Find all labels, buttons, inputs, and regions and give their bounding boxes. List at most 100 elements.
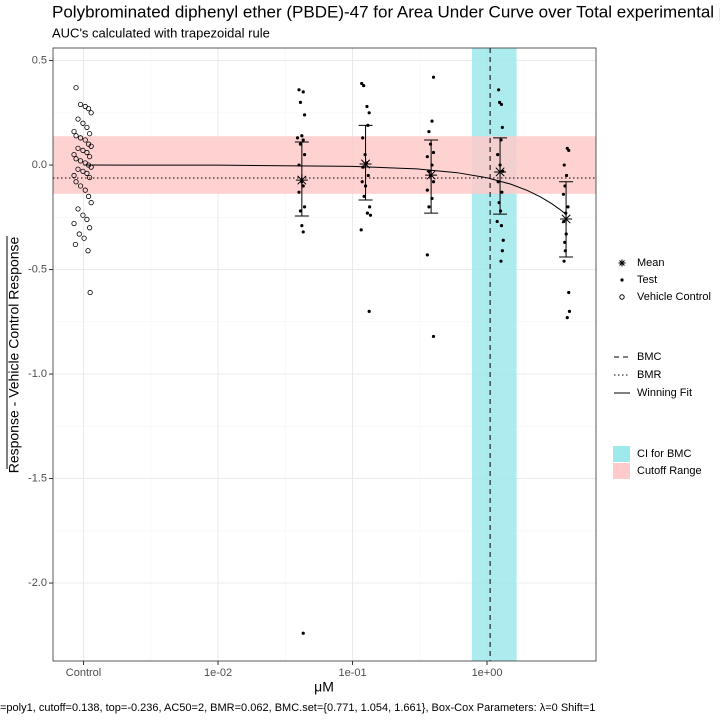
control-point [77, 135, 84, 141]
chart-title: Polybrominated diphenyl ether (PBDE)-47 … [52, 2, 720, 21]
chart-subtitle: AUC's calculated with trapezoidal rule [52, 25, 270, 40]
test-point [431, 75, 436, 79]
legend-label: Test [637, 274, 657, 286]
test-point [297, 88, 301, 92]
test-point [427, 130, 431, 134]
test-point [302, 152, 307, 157]
test-point [497, 201, 501, 205]
test-point [427, 205, 431, 209]
test-point [365, 211, 369, 215]
test-point [301, 138, 305, 142]
test-point [361, 165, 365, 169]
test-point [425, 253, 429, 257]
control-point [71, 172, 77, 179]
legend-swatch [613, 463, 630, 479]
control-point [72, 241, 78, 248]
test-point [562, 259, 566, 263]
test-point [425, 188, 429, 192]
control-point [73, 133, 79, 139]
legend-swatch [619, 294, 625, 300]
control-point [84, 149, 90, 156]
legend-item: BMR [614, 369, 662, 381]
control-point [73, 179, 79, 185]
test-point [300, 180, 304, 184]
control-point [88, 143, 94, 149]
y-tick-label: 0.0 [32, 159, 47, 171]
test-point [500, 125, 504, 130]
x-axis-label: μM [314, 679, 334, 695]
legend-label: Winning Fit [637, 387, 692, 399]
control-point [77, 158, 84, 164]
test-point [564, 232, 568, 236]
test-point [430, 196, 434, 201]
legend-label: Cutoff Range [637, 465, 702, 477]
test-point [499, 138, 503, 142]
test-point [365, 104, 369, 109]
test-point [363, 184, 368, 188]
control-point [82, 187, 88, 193]
legend-item: BMC [614, 351, 662, 363]
test-point [431, 150, 436, 155]
test-point [360, 81, 364, 86]
control-point [85, 248, 91, 254]
control-point [81, 235, 87, 241]
control-point [71, 151, 77, 158]
control-point [71, 129, 77, 135]
test-point [428, 142, 433, 146]
test-point [363, 152, 367, 157]
legend-swatch [613, 446, 630, 462]
control-point [73, 85, 79, 91]
test-point [563, 240, 567, 244]
control-point [77, 101, 84, 108]
test-point [564, 173, 569, 178]
control-point [71, 220, 77, 227]
test-point [301, 90, 305, 94]
test-point [501, 238, 505, 242]
y-tick-label: -0.5 [28, 263, 47, 275]
mean-marker [494, 165, 507, 178]
control-point [80, 120, 86, 126]
test-point [562, 163, 566, 167]
test-point [425, 155, 429, 159]
control-point [87, 131, 93, 137]
test-point [565, 316, 569, 320]
test-point [302, 113, 307, 117]
legend-label: CI for BMC [637, 448, 691, 460]
legend-label: Mean [637, 257, 665, 269]
test-point [298, 142, 303, 146]
test-point [367, 309, 371, 313]
mean-marker [560, 212, 573, 225]
y-axis-label: Response - Vehicle Control Response [6, 236, 22, 473]
control-point [80, 168, 86, 174]
x-tick-label: 1e-01 [338, 667, 366, 679]
test-point [300, 224, 304, 228]
test-point [302, 205, 307, 209]
control-point [80, 212, 86, 218]
test-point [499, 102, 504, 107]
test-point [300, 134, 304, 138]
test-point [430, 163, 434, 167]
test-point [431, 334, 436, 339]
test-point [360, 180, 364, 184]
control-point [85, 106, 92, 112]
legend-item: Vehicle Control [619, 291, 711, 303]
test-point [561, 192, 566, 196]
test-point [497, 88, 501, 92]
test-point [500, 249, 504, 253]
test-point [498, 163, 502, 167]
test-point [567, 148, 571, 153]
test-point [566, 205, 570, 209]
test-point [368, 205, 372, 209]
control-point [73, 156, 79, 162]
control-point [85, 193, 92, 199]
legend-item: Winning Fit [614, 387, 692, 399]
legend-label: BMC [637, 351, 662, 363]
x-tick-label: 1e-02 [204, 667, 232, 679]
test-point [428, 173, 433, 178]
test-point [496, 152, 500, 157]
test-point [496, 180, 500, 184]
test-point [497, 100, 502, 104]
test-point [368, 213, 373, 217]
control-point [88, 200, 94, 206]
